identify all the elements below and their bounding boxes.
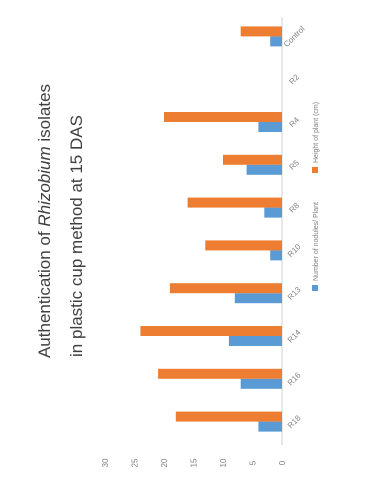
bar-nodules: [228, 336, 282, 346]
category-label: R2: [287, 72, 301, 86]
legend-label: Height of plant (cm): [313, 102, 320, 163]
category-label: R16: [286, 370, 303, 387]
category-label: R18: [286, 413, 303, 430]
bar-nodules: [258, 421, 282, 432]
y-tick-label: 15: [190, 458, 199, 467]
bar-height: [169, 283, 282, 294]
bar-height: [175, 411, 282, 422]
category-label: Control: [282, 24, 307, 49]
chart-rotated-group: Authentication of Rhizobium isolates in …: [35, 17, 320, 467]
bar-nodules: [234, 293, 283, 304]
category-label: R14: [286, 327, 303, 344]
category-label: R8: [287, 201, 301, 215]
category-label: R5: [287, 158, 301, 172]
y-tick-label: 20: [160, 458, 169, 467]
bar-height: [164, 112, 282, 122]
bar-height: [187, 197, 283, 208]
category-label: R10: [286, 242, 303, 259]
y-tick-label: 10: [219, 458, 228, 467]
category-label: R4: [287, 115, 301, 129]
chart-title-line-1: Authentication of Rhizobium isolates: [35, 84, 54, 358]
legend-swatch: [312, 167, 318, 173]
bar-height: [140, 326, 282, 336]
bar-height: [223, 154, 282, 165]
chart-title-line-2: in plastic cup method at 15 DAS: [67, 115, 86, 357]
legend-label: Number of nodules/ Plant: [313, 202, 320, 281]
y-tick-labels: 0 5 10 15 20 25 30: [101, 458, 287, 467]
bar-nodules: [270, 250, 283, 261]
bar-height: [240, 26, 282, 37]
bar-nodules: [264, 207, 282, 218]
y-tick-label: 0: [278, 460, 287, 465]
category-label: R13: [286, 285, 303, 302]
category-labels: R18 R16 R14 R13 R10 R8 R5 R4 R2 Control: [282, 24, 307, 430]
y-tick-label: 30: [101, 458, 110, 467]
bars-group: [140, 26, 283, 432]
legend-swatch: [312, 285, 318, 291]
bar-height: [158, 368, 283, 379]
y-tick-label: 25: [131, 458, 140, 467]
bar-nodules: [246, 164, 283, 175]
bar-nodules: [240, 378, 282, 389]
bar-nodules: [258, 122, 282, 132]
y-tick-label: 5: [249, 460, 258, 465]
bar-height: [205, 240, 282, 251]
bar-nodules: [270, 36, 283, 47]
legend: Number of nodules/ Plant Height of plant …: [312, 102, 320, 291]
